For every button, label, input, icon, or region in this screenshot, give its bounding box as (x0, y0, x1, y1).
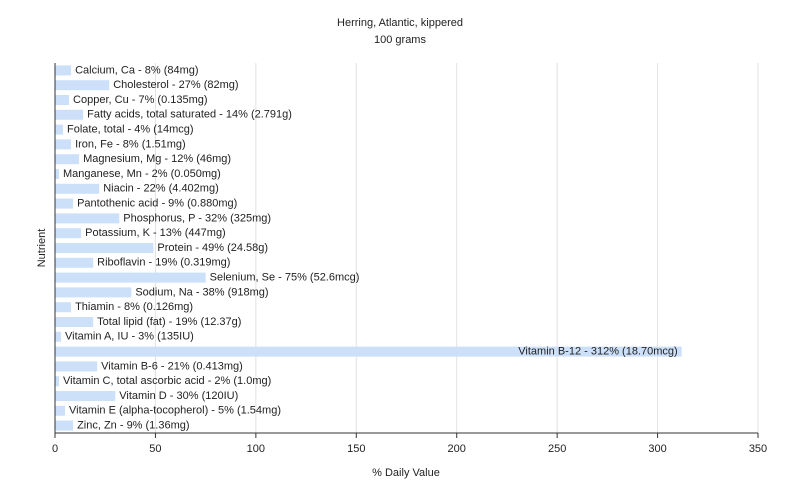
x-tick-label: 300 (648, 443, 666, 455)
bar-label: Potassium, K - 13% (447mg) (85, 227, 226, 239)
bar-label: Protein - 49% (24.58g) (157, 242, 268, 254)
bar-label: Magnesium, Mg - 12% (46mg) (83, 153, 231, 165)
x-tick-label: 200 (448, 443, 466, 455)
bar (55, 213, 120, 224)
bar-label: Niacin - 22% (4.402mg) (103, 183, 219, 195)
bar (55, 391, 116, 401)
bar (55, 198, 74, 209)
x-tick-label: 100 (247, 443, 265, 455)
bar-label: Fatty acids, total saturated - 14% (2.79… (87, 109, 292, 121)
x-tick-label: 50 (149, 443, 161, 455)
bar-label: Cholesterol - 27% (82mg) (113, 79, 238, 91)
bar-label: Copper, Cu - 7% (0.135mg) (73, 94, 208, 106)
bar (55, 243, 154, 253)
bar-label: Vitamin B-12 - 312% (18.70mcg) (518, 346, 677, 358)
x-tick-label: 350 (749, 443, 767, 455)
bar-label: Zinc, Zn - 9% (1.36mg) (77, 420, 189, 432)
bar (55, 154, 80, 165)
bar (55, 109, 84, 120)
bar-label: Total lipid (fat) - 19% (12.37g) (97, 316, 241, 328)
bar-label: Sodium, Na - 38% (918mg) (135, 286, 268, 298)
bar (55, 139, 72, 150)
bar (55, 65, 72, 76)
x-tick-label: 0 (52, 443, 58, 455)
bar-label: Thiamin - 8% (0.126mg) (75, 301, 193, 313)
bar (55, 287, 132, 298)
bar (55, 183, 100, 194)
bar-label: Riboflavin - 19% (0.319mg) (97, 257, 230, 269)
bar-label: Folate, total - 4% (14mcg) (67, 124, 194, 136)
bar (55, 361, 98, 372)
chart-title: Herring, Atlantic, kippered (337, 17, 463, 29)
bar (55, 420, 74, 431)
bar (55, 346, 682, 357)
bar-label: Pantothenic acid - 9% (0.880mg) (77, 198, 237, 210)
bar-label: Calcium, Ca - 8% (84mg) (75, 64, 198, 76)
x-tick-label: 150 (347, 443, 365, 455)
bar (55, 124, 64, 135)
bar-label: Iron, Fe - 8% (1.51mg) (75, 138, 186, 150)
bar-label: Vitamin D - 30% (120IU) (119, 390, 238, 402)
bar-label: Vitamin C, total ascorbic acid - 2% (1.0… (63, 375, 271, 387)
bar-label: Vitamin B-6 - 21% (0.413mg) (101, 360, 243, 372)
bar (55, 169, 60, 179)
chart-subtitle: 100 grams (374, 34, 426, 46)
x-tick-label: 250 (548, 443, 566, 455)
bar (55, 331, 62, 342)
bar (55, 272, 206, 283)
bar (55, 302, 72, 313)
bar-label: Selenium, Se - 75% (52.6mcg) (210, 272, 360, 284)
bar (55, 80, 110, 91)
x-axis-label: % Daily Value (372, 467, 440, 479)
bar (55, 376, 60, 387)
y-axis-label: Nutrient (36, 229, 48, 268)
bar (55, 257, 94, 268)
bar-label: Phosphorus, P - 32% (325mg) (123, 212, 271, 224)
bar-label: Vitamin A, IU - 3% (135IU) (65, 331, 194, 343)
bar (55, 228, 82, 239)
bar (55, 95, 70, 105)
bar (55, 405, 66, 416)
bar-label: Vitamin E (alpha-tocopherol) - 5% (1.54m… (69, 405, 281, 417)
bar (55, 317, 94, 327)
bar-label: Manganese, Mn - 2% (0.050mg) (63, 168, 221, 180)
